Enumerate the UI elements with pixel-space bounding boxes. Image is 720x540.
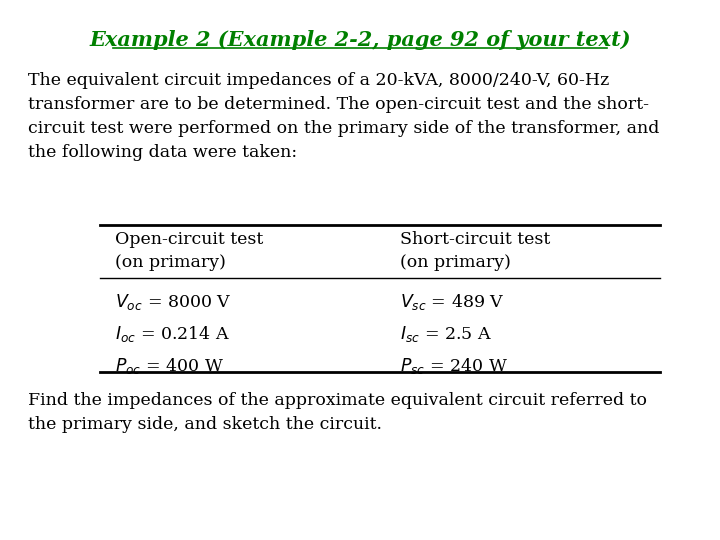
Text: Find the impedances of the approximate equivalent circuit referred to
the primar: Find the impedances of the approximate e… <box>28 392 647 433</box>
Text: $P_{sc}$ = 240 W: $P_{sc}$ = 240 W <box>400 356 508 376</box>
Text: $P_{oc}$ = 400 W: $P_{oc}$ = 400 W <box>115 356 224 376</box>
Text: Example 2 (Example 2-2, page 92 of your text): Example 2 (Example 2-2, page 92 of your … <box>89 30 631 50</box>
Text: $I_{sc}$ = 2.5 A: $I_{sc}$ = 2.5 A <box>400 324 492 344</box>
Text: The equivalent circuit impedances of a 20-kVA, 8000/240-V, 60-Hz
transformer are: The equivalent circuit impedances of a 2… <box>28 72 660 161</box>
Text: Short-circuit test
(on primary): Short-circuit test (on primary) <box>400 231 550 271</box>
Text: $I_{oc}$ = 0.214 A: $I_{oc}$ = 0.214 A <box>115 324 230 344</box>
Text: $V_{sc}$ = 489 V: $V_{sc}$ = 489 V <box>400 292 505 312</box>
Text: $V_{oc}$ = 8000 V: $V_{oc}$ = 8000 V <box>115 292 232 312</box>
Text: Open-circuit test
(on primary): Open-circuit test (on primary) <box>115 231 264 271</box>
